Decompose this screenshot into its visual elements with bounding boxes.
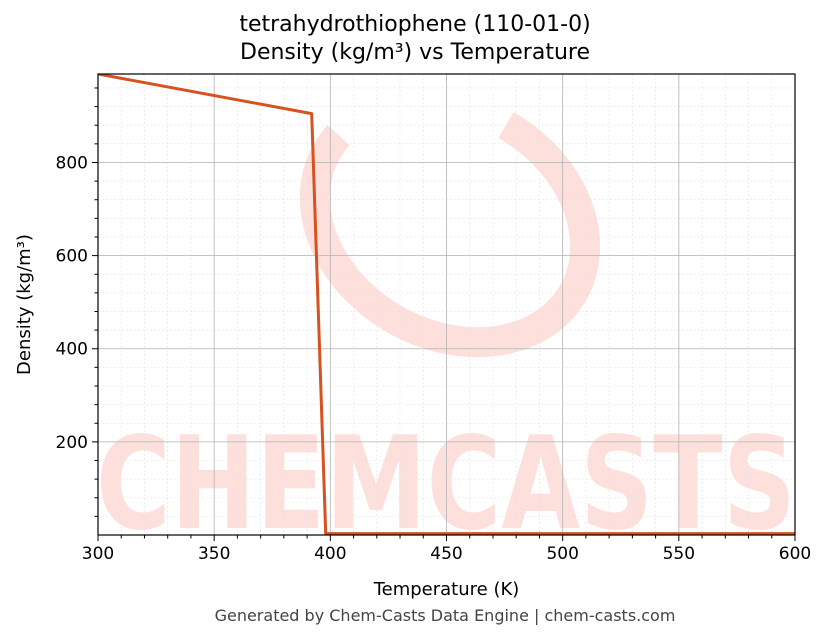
x-tick-label: 450 xyxy=(430,544,462,564)
x-tick-label: 350 xyxy=(198,544,230,564)
chart-subtitle: Density (kg/m³) vs Temperature xyxy=(240,40,590,65)
y-tick-label: 800 xyxy=(56,153,88,173)
footer-credit: Generated by Chem-Casts Data Engine | ch… xyxy=(214,606,676,625)
x-tick-label: 500 xyxy=(546,544,578,564)
x-tick-label: 600 xyxy=(779,544,811,564)
x-tick-label: 300 xyxy=(82,544,114,564)
x-tick-label: 550 xyxy=(663,544,695,564)
y-axis-label: Density (kg/m³) xyxy=(14,234,35,375)
data-line xyxy=(98,74,795,535)
watermark-logo xyxy=(299,86,601,358)
chart-title: tetrahydrothiophene (110-01-0) xyxy=(239,12,591,37)
y-tick-label: 400 xyxy=(56,340,88,360)
y-tick-label: 600 xyxy=(56,247,88,267)
y-tick-label: 200 xyxy=(56,433,88,453)
x-tick-label: 400 xyxy=(314,544,346,564)
x-axis-label: Temperature (K) xyxy=(373,579,520,600)
